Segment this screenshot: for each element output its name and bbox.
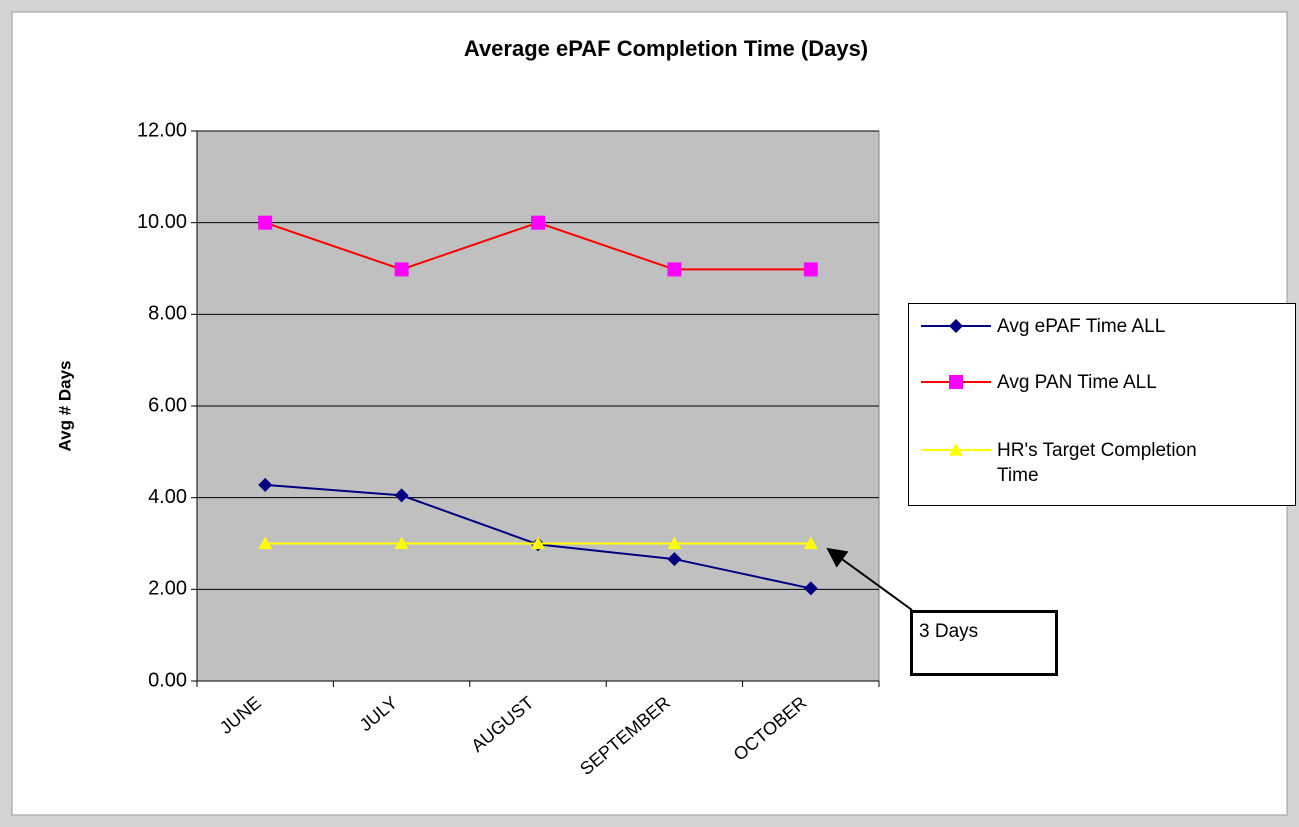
legend-entry: HR's Target Completion Time: [997, 440, 1197, 486]
marker-diamond: [667, 552, 682, 567]
marker-square: [531, 215, 545, 230]
marker-triangle: [803, 536, 818, 550]
y-axis-label: Avg # Days: [55, 360, 74, 451]
y-tick-label: 12.00: [137, 119, 187, 141]
marker-diamond: [803, 581, 818, 596]
marker-triangle: [949, 443, 963, 456]
y-tick-label: 6.00: [148, 394, 187, 416]
marker-triangle: [394, 536, 409, 550]
legend-entry: Avg PAN Time ALL: [997, 372, 1157, 393]
y-tick-label: 0.00: [148, 669, 187, 691]
legend: Avg ePAF Time ALL Avg PAN Time ALL HR's Ta…: [908, 303, 1296, 506]
marker-diamond: [949, 319, 963, 333]
marker-diamond: [394, 488, 409, 503]
annotation-arrow: [826, 547, 913, 611]
legend-keys: [921, 319, 991, 456]
marker-diamond: [258, 477, 273, 492]
marker-square: [949, 375, 963, 389]
marker-square: [667, 262, 682, 277]
y-tick-label: 2.00: [148, 578, 187, 600]
marker-square: [394, 262, 409, 277]
marker-triangle: [531, 536, 545, 550]
marker-triangle: [258, 536, 273, 550]
y-tick-label: 8.00: [148, 303, 187, 325]
annotation: 3 Days: [910, 610, 1058, 676]
y-tick-label: 10.00: [137, 211, 187, 233]
y-tick-label: 4.00: [148, 486, 187, 508]
marker-square: [803, 262, 818, 277]
chart-title: Average ePAF Completion Time (Days): [464, 36, 868, 61]
marker-triangle: [667, 536, 682, 550]
legend-entry: Avg ePAF Time ALL: [997, 316, 1166, 337]
marker-square: [258, 215, 273, 230]
